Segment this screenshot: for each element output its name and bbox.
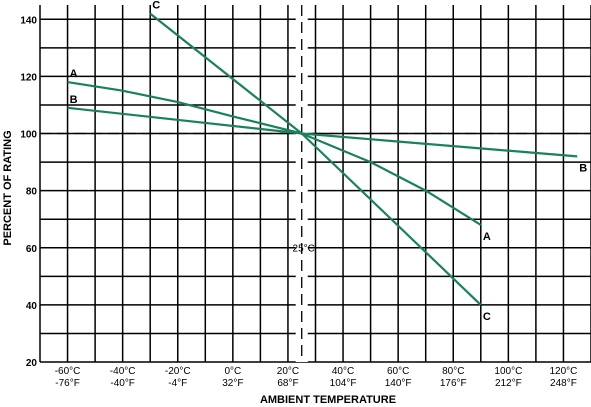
x-tick-label-f: 176°F xyxy=(440,378,467,389)
series-line-c xyxy=(149,12,482,306)
y-tick-label: 20 xyxy=(26,358,38,369)
series-label-c-start: C xyxy=(152,0,160,12)
x-tick-label-f: 140°F xyxy=(385,378,412,389)
tick-labels: 20 40 60 80 100 120 140 -60°C-76°F -40°C-40°F -20… xyxy=(20,15,577,389)
reference-lines: 25°C xyxy=(40,5,591,362)
series-label-a-end: A xyxy=(483,231,491,243)
x-tick-label-f: -4°F xyxy=(168,378,187,389)
series-label-c-end: C xyxy=(483,311,491,323)
x-tick-label-c: -40°C xyxy=(110,366,136,377)
x-tick-label-c: 0°C xyxy=(224,366,241,377)
series-label-a-start: A xyxy=(70,68,78,80)
grid xyxy=(39,5,591,363)
x-axis-label: AMBIENT TEMPERATURE xyxy=(260,394,396,406)
x-tick-label-f: 68°F xyxy=(277,378,298,389)
series-lines: A A B B C C xyxy=(67,0,587,323)
x-tick-label-c: 100°C xyxy=(494,366,522,377)
x-tick-label-c: -20°C xyxy=(165,366,191,377)
x-tick-label-c: 40°C xyxy=(332,366,354,377)
x-tick-label-f: -76°F xyxy=(55,378,80,389)
y-tick-label: 120 xyxy=(20,72,37,83)
series-label-b-start: B xyxy=(70,94,78,106)
y-tick-label: 80 xyxy=(26,187,38,198)
series-label-b-end: B xyxy=(579,162,587,174)
x-tick-label-f: 104°F xyxy=(330,378,357,389)
series-line-a xyxy=(67,81,482,226)
y-tick-label: 40 xyxy=(26,301,38,312)
x-tick-label-c: 60°C xyxy=(387,366,409,377)
series-line-b xyxy=(67,106,578,158)
x-tick-label-f: 32°F xyxy=(222,378,243,389)
x-tick-label-c: -60°C xyxy=(55,366,81,377)
x-tick-label-c: 120°C xyxy=(549,366,577,377)
y-axis-label: PERCENT OF RATING xyxy=(2,130,14,245)
x-tick-label-c: 80°C xyxy=(442,366,464,377)
x-tick-label-c: 20°C xyxy=(277,366,299,377)
y-tick-label: 100 xyxy=(20,130,37,141)
x-tick-label-f: 212°F xyxy=(495,378,522,389)
y-tick-label: 60 xyxy=(26,244,38,255)
ref-line-25c-label: 25°C xyxy=(293,243,315,254)
x-tick-label-f: 248°F xyxy=(550,378,577,389)
x-tick-label-f: -40°F xyxy=(110,378,135,389)
y-tick-label: 140 xyxy=(20,15,37,26)
